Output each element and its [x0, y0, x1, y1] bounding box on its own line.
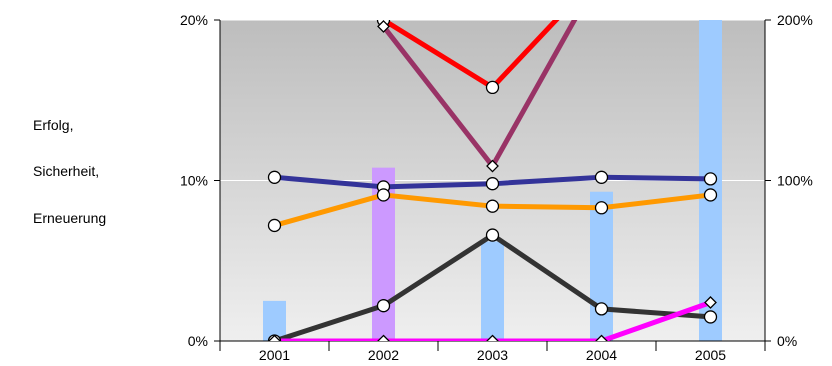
y-right-tick-label: 0%	[777, 333, 797, 349]
x-tick-label: 2004	[586, 347, 617, 363]
data-point	[267, 170, 282, 184]
x-tick-label: 2001	[259, 347, 290, 363]
data-point	[594, 170, 609, 184]
data-point	[485, 199, 500, 213]
data-point	[594, 302, 609, 316]
data-point	[595, 334, 608, 341]
data-point	[703, 310, 718, 324]
data-point	[377, 20, 390, 33]
data-point	[376, 188, 391, 202]
bar	[481, 241, 504, 341]
data-point	[485, 228, 500, 242]
x-tick-label: 2002	[368, 347, 399, 363]
data-point	[486, 334, 499, 341]
y-left-tick-label: 10%	[180, 173, 208, 189]
y-left-tick-label: 20%	[180, 12, 208, 28]
data-point	[704, 296, 717, 309]
data-point	[376, 299, 391, 313]
data-point	[267, 218, 282, 233]
side-label-erfolg: Erfolg,	[33, 117, 74, 133]
series-line	[274, 300, 712, 341]
x-tick-label: 2005	[695, 347, 726, 363]
y-right-tick-label: 100%	[777, 173, 813, 189]
data-point	[377, 334, 390, 341]
bar	[263, 300, 286, 341]
bar	[372, 167, 395, 341]
data-point	[486, 159, 499, 173]
y-right-tick-label: 200%	[777, 12, 813, 28]
side-label-sicherheit: Sicherheit,	[33, 163, 100, 179]
data-point	[594, 201, 609, 215]
data-point	[703, 172, 718, 186]
data-point	[485, 80, 500, 95]
y-left-tick-label: 0%	[188, 333, 208, 349]
side-label-erneuerung: Erneuerung	[33, 210, 107, 226]
data-point	[268, 334, 281, 341]
x-tick-label: 2003	[477, 347, 508, 363]
data-point	[485, 177, 500, 191]
data-point	[703, 188, 718, 202]
